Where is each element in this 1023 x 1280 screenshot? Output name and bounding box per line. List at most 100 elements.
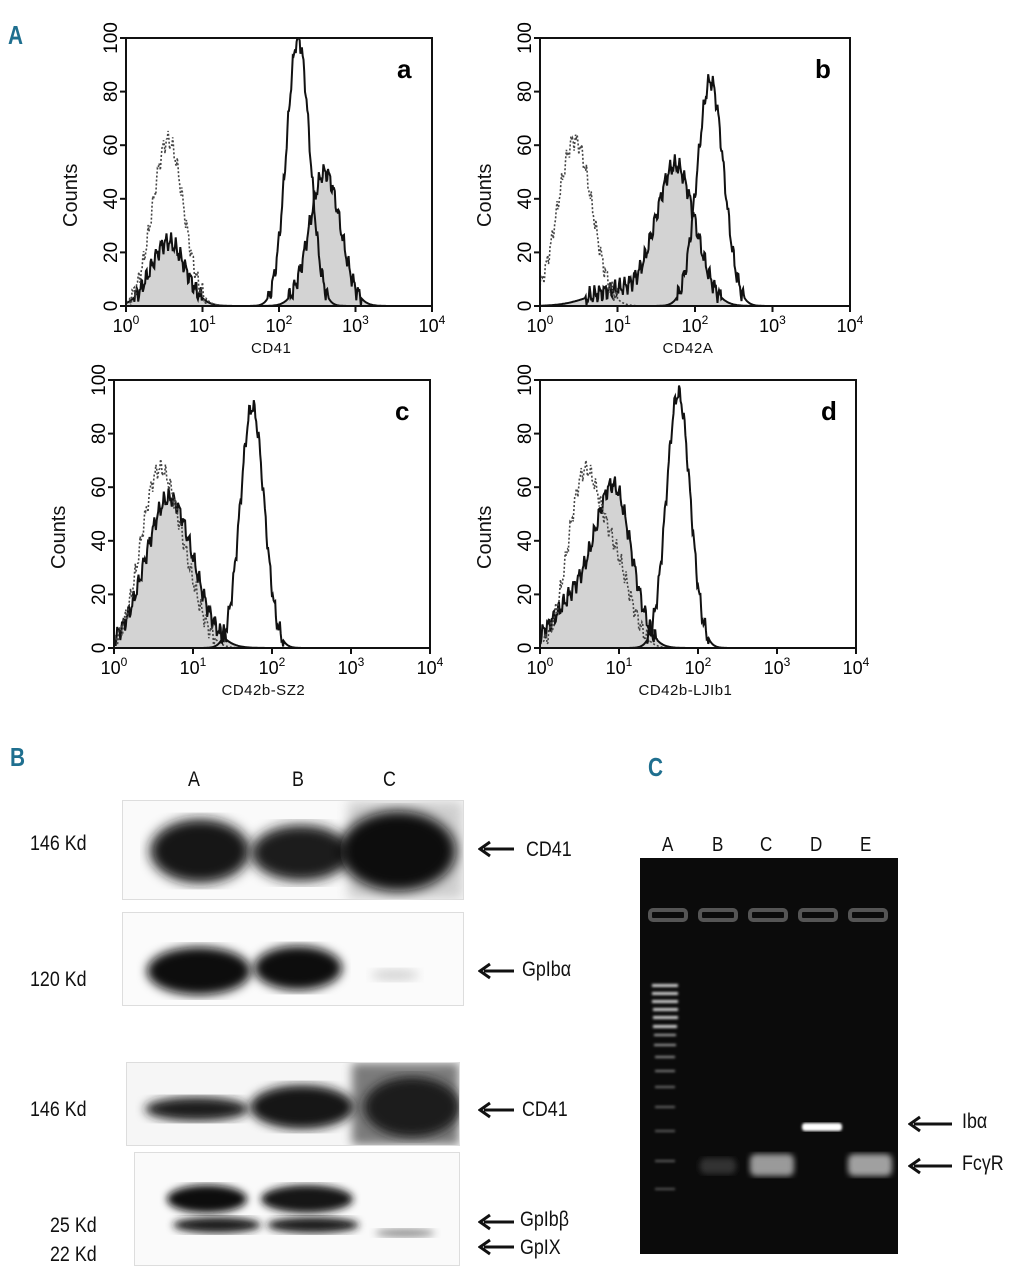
- x-tick-label: 104: [417, 655, 444, 678]
- x-tick-label: 103: [764, 655, 791, 678]
- x-tick-label: 101: [180, 655, 207, 678]
- x-axis-label: CD41: [251, 340, 292, 357]
- subpanel-letter: d: [821, 396, 837, 426]
- x-tick-label: 102: [685, 655, 712, 678]
- y-tick-label: 100: [89, 364, 110, 396]
- filled-histogram-curve: [539, 154, 850, 307]
- y-tick-label: 0: [515, 643, 536, 654]
- histogram-a: 0 20 40 60 80 100 100 101 102 103 104 a Counts CD41: [60, 22, 446, 357]
- protein-label: CD41: [522, 1098, 568, 1121]
- x-tick-label: 101: [604, 313, 631, 336]
- mw-label: 146 Kd: [30, 1098, 87, 1121]
- y-tick-label: 60: [101, 135, 122, 156]
- panel-label-b: B: [10, 742, 26, 772]
- x-tick-label: 101: [606, 655, 633, 678]
- histogram-d: 0 20 40 60 80 100 100 101 102 103 104 d Counts CD42b-…: [474, 364, 870, 699]
- protein-label: GpIbα: [522, 958, 572, 981]
- y-tick-label: 80: [101, 81, 122, 102]
- histogram-plot: 0 20 40 60 80 100 100 101 102 103 104 c: [89, 364, 444, 678]
- y-tick-label: 60: [515, 477, 536, 498]
- y-axis-label: Counts: [474, 163, 496, 227]
- y-tick-label: 20: [89, 584, 110, 605]
- x-tick-label: 101: [189, 313, 216, 336]
- arrow-icon: [478, 1101, 514, 1119]
- blot-4: [134, 1152, 460, 1266]
- mw-label: 22 Kd: [50, 1243, 97, 1266]
- x-tick-label: 103: [338, 655, 365, 678]
- gel-lane-label: B: [712, 834, 724, 856]
- y-axis-label: Counts: [474, 505, 496, 569]
- y-tick-label: 100: [515, 364, 536, 396]
- x-tick-label: 104: [419, 313, 446, 336]
- filled-histogram-curve: [113, 488, 430, 649]
- y-tick-label: 0: [515, 301, 536, 312]
- x-tick-label: 102: [259, 655, 286, 678]
- y-tick-label: 0: [89, 643, 110, 654]
- blot-1: [122, 800, 464, 900]
- y-tick-label: 40: [515, 188, 536, 209]
- protein-label: CD41: [526, 838, 572, 861]
- histogram-plot: 0 20 40 60 80 100 100 101 102 103 104 b: [515, 22, 864, 336]
- gel-lane-label: D: [810, 834, 823, 856]
- panel-label-c: C: [648, 752, 664, 782]
- blot-3: [126, 1062, 460, 1146]
- y-axis-label: Counts: [60, 163, 82, 227]
- subpanel-letter: a: [397, 54, 412, 84]
- arrow-icon: [908, 1115, 952, 1133]
- arrow-icon: [478, 840, 514, 858]
- mw-label: 146 Kd: [30, 832, 87, 855]
- x-tick-label: 102: [682, 313, 709, 336]
- gel-lane-label: E: [860, 834, 872, 856]
- y-tick-label: 60: [89, 477, 110, 498]
- y-tick-label: 80: [515, 81, 536, 102]
- x-tick-label: 100: [101, 655, 128, 678]
- arrow-icon: [908, 1157, 952, 1175]
- y-tick-label: 20: [101, 242, 122, 263]
- histogram-c: 0 20 40 60 80 100 100 101 102 103 104 c Counts CD42b-…: [48, 364, 444, 699]
- y-tick-label: 40: [101, 188, 122, 209]
- x-axis-label: CD42b-LJIb1: [638, 682, 733, 699]
- x-tick-label: 100: [527, 655, 554, 678]
- histogram-plot: 0 20 40 60 80 100 100 101 102 103 104 d: [515, 364, 870, 678]
- arrow-icon: [478, 962, 514, 980]
- y-tick-label: 20: [515, 584, 536, 605]
- x-tick-label: 100: [527, 313, 554, 336]
- y-tick-label: 0: [101, 301, 122, 312]
- x-axis-label: CD42b-SZ2: [221, 682, 306, 699]
- filled-histogram-curve: [539, 476, 856, 649]
- subpanel-letter: c: [395, 396, 409, 426]
- y-tick-label: 60: [515, 135, 536, 156]
- y-tick-label: 40: [515, 530, 536, 551]
- y-tick-label: 80: [89, 423, 110, 444]
- arrow-icon: [478, 1213, 514, 1231]
- band-label: Ibα: [962, 1110, 988, 1133]
- y-tick-label: 20: [515, 242, 536, 263]
- histogram-b: 0 20 40 60 80 100 100 101 102 103 104 b Counts CD42A: [474, 22, 864, 357]
- gel-lane-label: A: [662, 834, 674, 856]
- x-tick-label: 104: [843, 655, 870, 678]
- protein-label: GpIX: [520, 1236, 561, 1259]
- mw-label: 25 Kd: [50, 1214, 97, 1237]
- x-tick-label: 102: [266, 313, 293, 336]
- x-axis-label: CD42A: [662, 340, 714, 357]
- y-tick-label: 40: [89, 530, 110, 551]
- x-tick-label: 100: [113, 313, 140, 336]
- band-label: FcγR: [962, 1152, 1004, 1175]
- protein-label: GpIbβ: [520, 1208, 569, 1231]
- arrow-icon: [478, 1238, 514, 1256]
- wb-lane-label: B: [292, 768, 304, 791]
- gel-lane-label: C: [760, 834, 773, 856]
- x-tick-label: 103: [342, 313, 369, 336]
- x-tick-label: 103: [759, 313, 786, 336]
- y-tick-label: 100: [515, 22, 536, 54]
- wb-lane-label: C: [383, 768, 396, 791]
- y-tick-label: 80: [515, 423, 536, 444]
- subpanel-letter: b: [815, 54, 831, 84]
- y-tick-label: 100: [101, 22, 122, 54]
- wb-lane-label: A: [188, 768, 200, 791]
- agarose-gel: [640, 858, 898, 1254]
- x-tick-label: 104: [837, 313, 864, 336]
- panel-label-a: A: [8, 20, 24, 50]
- histogram-plot: 0 20 40 60 80 100 100 101 102 103 104 a: [101, 22, 446, 336]
- y-axis-label: Counts: [48, 505, 70, 569]
